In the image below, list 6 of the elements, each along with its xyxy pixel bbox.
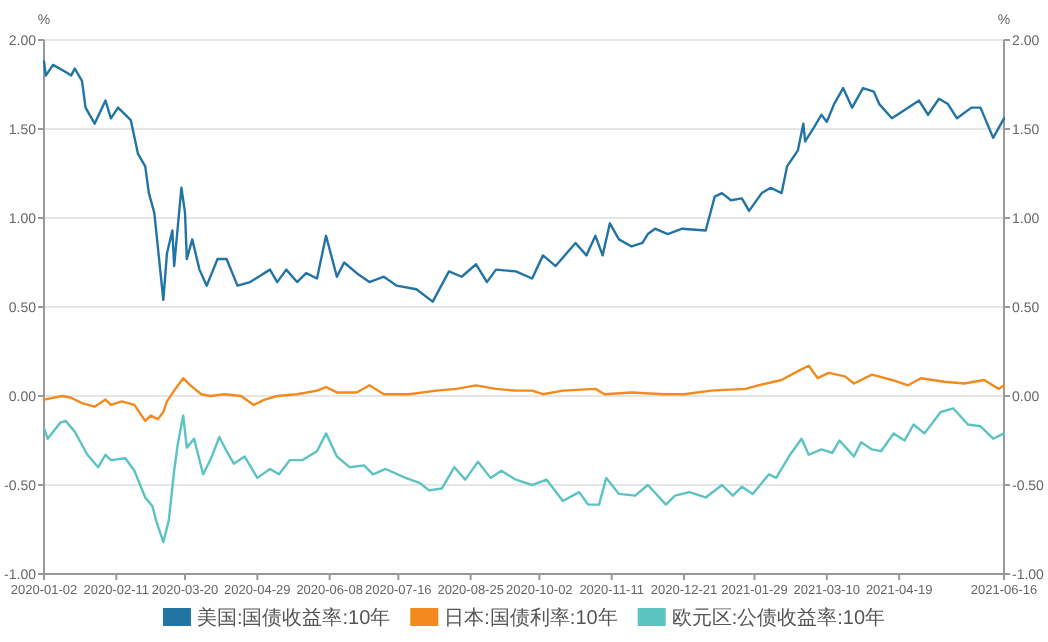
legend-label: 美国:国债收益率:10年 — [196, 606, 391, 630]
legend-label: 日本:国债利率:10年 — [444, 606, 618, 630]
line-series — [42, 60, 1006, 303]
line-series — [42, 407, 1006, 544]
legend-label: 欧元区:公债收益率:10年 — [671, 606, 886, 630]
line-series — [42, 364, 1006, 423]
